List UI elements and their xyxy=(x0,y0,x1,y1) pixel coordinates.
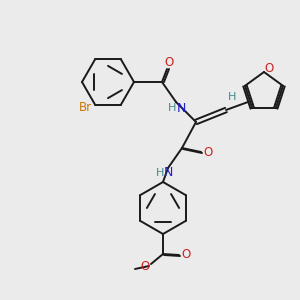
Text: Br: Br xyxy=(78,101,92,114)
Text: H: H xyxy=(156,168,164,178)
Text: O: O xyxy=(264,62,274,76)
Text: H: H xyxy=(228,92,236,102)
Text: O: O xyxy=(140,260,150,274)
Text: O: O xyxy=(203,146,213,158)
Text: N: N xyxy=(176,101,186,115)
Text: H: H xyxy=(168,103,176,113)
Text: N: N xyxy=(163,167,173,179)
Text: O: O xyxy=(182,248,190,260)
Text: O: O xyxy=(164,56,174,68)
